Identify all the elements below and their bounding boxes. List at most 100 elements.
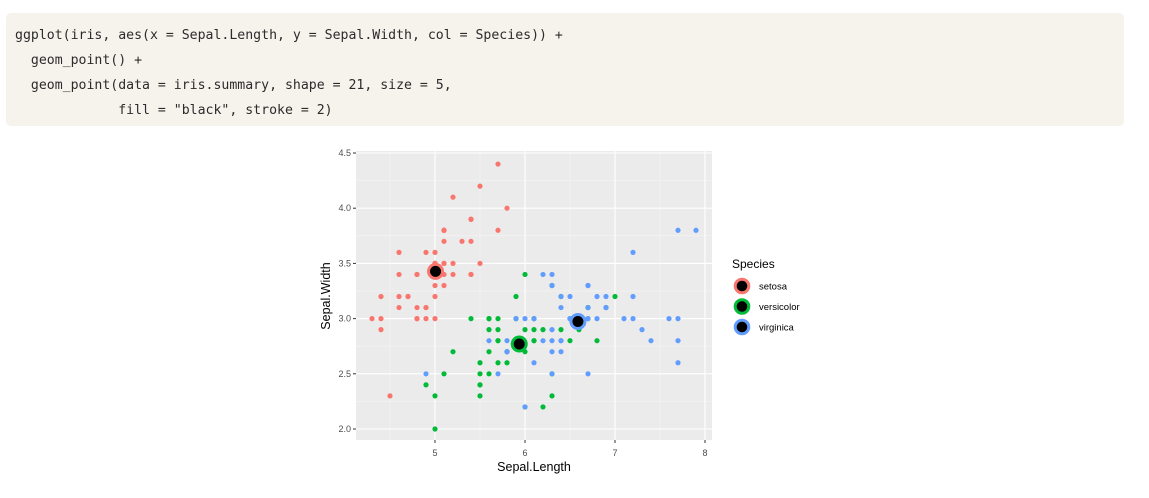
code-line: fill = "black", stroke = 2) <box>15 103 333 118</box>
data-point-versicolor <box>477 382 483 388</box>
data-point-setosa <box>396 271 402 278</box>
data-point-virginica <box>675 227 681 233</box>
data-point-setosa <box>423 304 429 311</box>
data-point-setosa <box>495 227 501 233</box>
data-point-virginica <box>486 338 492 344</box>
data-point-setosa <box>414 271 420 278</box>
data-point-setosa <box>468 238 474 244</box>
data-point-virginica <box>621 316 627 322</box>
data-point-setosa <box>396 293 402 300</box>
x-tick-label: 6 <box>522 448 527 458</box>
legend: setosa versicolor virginica <box>733 277 800 336</box>
data-point-virginica <box>585 282 591 289</box>
data-point-versicolor <box>540 327 546 333</box>
data-point-virginica <box>675 360 681 366</box>
data-point-setosa <box>423 249 429 255</box>
data-point-virginica <box>585 304 591 311</box>
data-point-versicolor <box>540 404 546 410</box>
summary-points <box>427 262 587 353</box>
summary-point-virginica <box>569 312 587 330</box>
data-point-virginica <box>549 327 555 333</box>
data-point-virginica <box>549 338 555 344</box>
data-point-versicolor <box>486 371 492 377</box>
plot-panel <box>356 151 712 440</box>
data-point-versicolor <box>549 393 555 399</box>
y-tick-label: 4.5 <box>338 148 351 158</box>
data-point-virginica <box>594 316 600 322</box>
data-point-virginica <box>495 371 501 377</box>
data-point-versicolor <box>477 371 483 377</box>
data-point-setosa <box>468 271 474 278</box>
legend-key-virginica <box>733 318 751 336</box>
data-point-virginica <box>675 338 681 344</box>
data-point-virginica <box>531 316 537 322</box>
data-point-virginica <box>522 404 528 410</box>
data-point-virginica <box>585 371 591 377</box>
data-point-virginica <box>630 293 636 300</box>
data-point-versicolor <box>486 316 492 322</box>
data-point-setosa <box>432 316 438 322</box>
data-point-virginica <box>558 293 564 300</box>
grid-minor <box>356 151 712 440</box>
data-point-versicolor <box>495 360 501 366</box>
data-point-virginica <box>675 316 681 322</box>
y-tick-label: 3.5 <box>338 258 351 268</box>
data-point-virginica <box>504 349 510 355</box>
data-point-versicolor <box>486 349 492 355</box>
data-point-virginica <box>504 338 510 344</box>
code-line: ggplot(iris, aes(x = Sepal.Length, y = S… <box>15 28 563 43</box>
data-point-setosa <box>423 316 429 322</box>
data-point-setosa <box>405 293 411 300</box>
data-point-virginica <box>639 327 645 333</box>
data-point-virginica <box>567 293 573 300</box>
data-point-setosa <box>450 271 456 278</box>
data-point-virginica <box>549 271 555 278</box>
data-point-setosa <box>504 205 510 211</box>
data-point-versicolor <box>558 327 564 333</box>
data-point-versicolor <box>522 271 528 278</box>
data-point-setosa <box>378 327 384 333</box>
data-point-setosa <box>441 227 447 233</box>
data-point-versicolor <box>531 327 537 333</box>
y-tick-label: 2.0 <box>338 424 351 434</box>
legend-label-virginica: virginica <box>759 323 795 334</box>
data-point-versicolor <box>450 349 456 355</box>
data-point-setosa <box>432 249 438 255</box>
data-point-virginica <box>603 293 609 300</box>
x-tick-label: 5 <box>432 448 437 458</box>
data-point-setosa <box>450 194 456 200</box>
data-point-setosa <box>432 282 438 289</box>
data-point-setosa <box>441 260 447 266</box>
data-point-virginica <box>558 304 564 311</box>
data-point-virginica <box>558 349 564 355</box>
data-point-versicolor <box>486 327 492 333</box>
y-axis-label: Sepal.Width <box>319 262 333 329</box>
data-point-setosa <box>459 238 465 244</box>
data-point-setosa <box>450 260 456 266</box>
data-point-versicolor <box>477 360 483 366</box>
data-point-virginica <box>585 316 591 322</box>
summary-point-setosa <box>427 262 445 280</box>
data-point-versicolor <box>468 316 474 322</box>
y-tick-label: 4.0 <box>338 203 351 213</box>
data-point-versicolor <box>441 371 447 377</box>
data-point-virginica <box>549 349 555 355</box>
data-point-virginica <box>522 316 528 322</box>
data-point-virginica <box>648 338 654 344</box>
data-point-virginica <box>558 338 564 344</box>
data-point-setosa <box>468 216 474 222</box>
data-point-setosa <box>441 282 447 289</box>
data-point-virginica <box>630 316 636 322</box>
legend-key-versicolor <box>733 298 751 315</box>
data-point-setosa <box>477 260 483 266</box>
legend-label-setosa: setosa <box>759 282 788 293</box>
data-point-setosa <box>369 316 375 322</box>
data-point-virginica <box>693 227 699 233</box>
data-point-versicolor <box>432 426 438 432</box>
code-block: ggplot(iris, aes(x = Sepal.Length, y = S… <box>6 13 1124 126</box>
data-point-versicolor <box>513 293 519 300</box>
data-point-versicolor <box>612 293 618 300</box>
data-point-virginica <box>423 371 429 377</box>
data-point-versicolor <box>477 393 483 399</box>
